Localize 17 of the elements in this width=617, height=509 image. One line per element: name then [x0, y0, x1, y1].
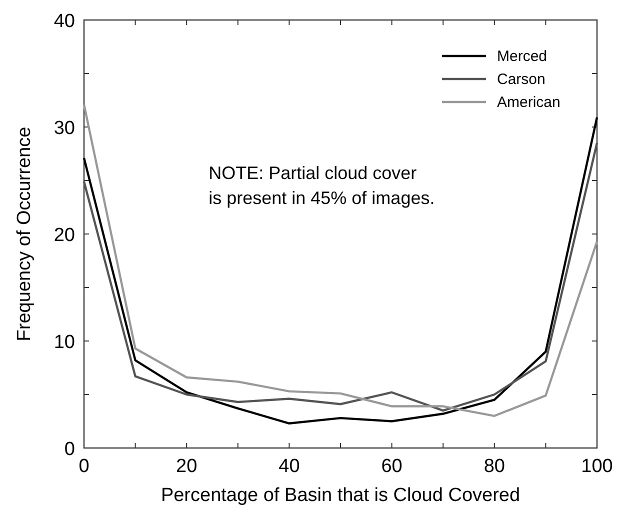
legend-label: Carson [497, 71, 546, 88]
x-tick-label: 100 [581, 456, 613, 477]
x-tick-label: 40 [278, 456, 300, 477]
y-axis-title: Frequency of Occurrence [14, 126, 35, 342]
x-tick-label: 0 [78, 456, 90, 477]
y-tick-label: 30 [54, 118, 75, 139]
x-axis-title: Percentage of Basin that is Cloud Covered [160, 485, 520, 506]
y-tick-label: 0 [64, 439, 75, 460]
x-tick-label: 20 [176, 456, 198, 477]
legend-label: Merced [497, 48, 548, 65]
x-tick-label: 60 [381, 456, 402, 477]
y-tick-label: 20 [54, 225, 75, 246]
annotation: NOTE: Partial cloud cover is present in 45% of images. [208, 163, 435, 208]
legend-label: American [497, 94, 560, 111]
y-tick-label: 40 [54, 11, 75, 32]
x-tick-label: 80 [484, 456, 505, 477]
y-tick-label: 10 [54, 332, 75, 353]
